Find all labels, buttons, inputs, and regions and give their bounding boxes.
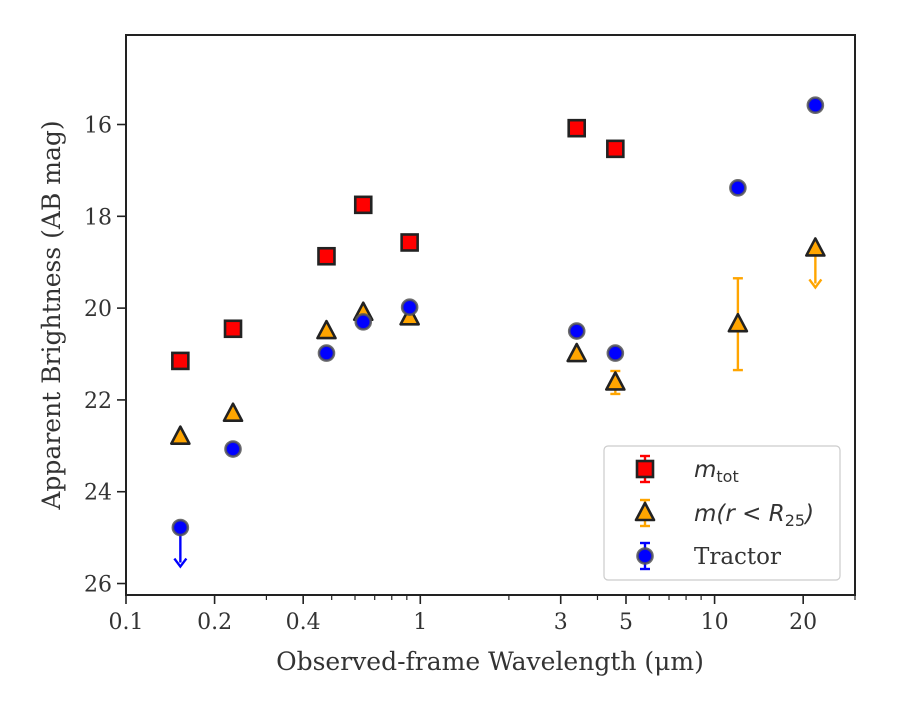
m-r-r25-upper-limit-arrow <box>808 278 823 290</box>
x-tick-label: 0.4 <box>286 610 321 635</box>
tractor-point <box>400 298 419 316</box>
m-tot-point <box>606 139 625 159</box>
y-tick-label: 26 <box>84 573 112 598</box>
m-r-r25-point <box>605 371 626 391</box>
legend-label-m-tot: mtot <box>694 457 739 486</box>
legend-marker-m-r-r25 <box>634 501 656 522</box>
x-tick-label: 3 <box>554 610 568 635</box>
x-axis-title: Observed-frame Wavelength (μm) <box>276 647 704 676</box>
m-r-r25-point <box>727 312 749 333</box>
legend-marker-m-tot <box>635 459 655 479</box>
x-tick-label: 20 <box>789 610 817 635</box>
m-tot-point <box>353 195 373 215</box>
legend-marker-tractor <box>636 547 654 565</box>
tractor-upper-limit-arrow <box>173 557 188 569</box>
y-tick-label: 24 <box>84 481 112 506</box>
x-tick-label: 10 <box>701 610 729 635</box>
tractor-point <box>729 179 747 197</box>
x-tick-label: 1 <box>413 610 427 635</box>
axis-ticks: 0.1 0.2 0.4 1 3 5 10 20 16 18 20 22 24 26 <box>84 114 856 635</box>
tractor-point <box>606 344 625 362</box>
m-tot-point <box>317 246 336 266</box>
legend-box <box>603 445 841 581</box>
m-r-r25-point <box>566 342 588 363</box>
tractor-point <box>171 518 190 537</box>
tractor-point <box>354 313 373 331</box>
m-tot-point <box>171 351 190 371</box>
tractor-point <box>317 344 336 362</box>
plot-frame <box>125 34 856 596</box>
tractor-point <box>806 96 825 115</box>
m-r-r25-point <box>170 425 191 445</box>
m-tot-point <box>400 233 419 252</box>
data-points <box>170 96 826 569</box>
x-tick-label: 0.1 <box>109 610 144 635</box>
y-tick-label: 22 <box>84 389 112 414</box>
y-tick-label: 20 <box>84 297 112 322</box>
tractor-point <box>224 440 242 458</box>
x-tick-label: 5 <box>619 610 633 635</box>
m-r-r25-point <box>222 402 244 422</box>
m-r-r25-point <box>805 237 826 257</box>
legend: mtot m(r < R25) Tractor <box>603 445 841 581</box>
m-tot-point <box>223 319 243 339</box>
y-tick-label: 18 <box>84 205 112 230</box>
legend-label-m-r-r25: m(r < R25) <box>694 501 814 530</box>
y-axis-title: Apparent Brightness (AB mag) <box>37 120 66 510</box>
legend-label-tractor: Tractor <box>694 544 781 570</box>
m-r-r25-point <box>316 319 337 340</box>
m-tot-point <box>567 118 587 138</box>
y-tick-label: 16 <box>84 114 112 139</box>
tractor-point <box>567 322 586 340</box>
x-tick-label: 0.2 <box>197 610 232 635</box>
